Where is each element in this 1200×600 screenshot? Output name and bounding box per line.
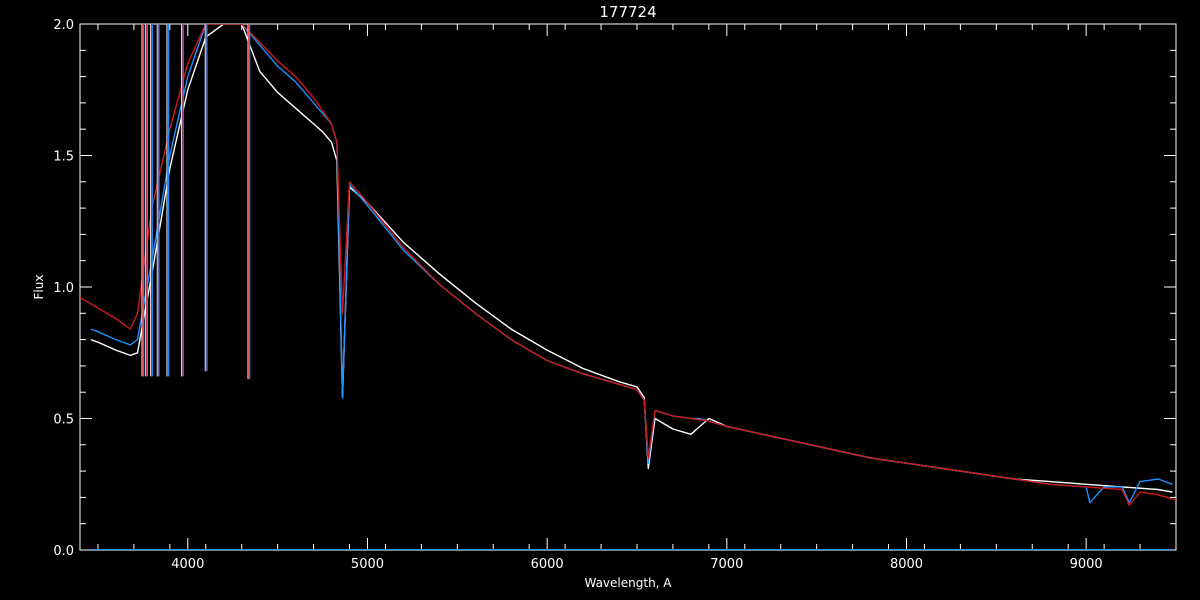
x-tick-label: 7000 [710,557,743,572]
series-line-2 [80,24,1176,506]
y-tick-label: 1.5 [53,150,74,165]
series-group [80,24,1176,550]
x-tick-label: 5000 [351,557,384,572]
y-axis-label: Flux [32,275,46,300]
y-tick-label: 2.0 [53,18,74,33]
y-tick-label: 0.5 [53,413,74,428]
x-axis-label: Wavelength, A [584,576,672,590]
x-tick-label: 6000 [531,557,564,572]
chart-title: 177724 [599,3,656,21]
x-tick-label: 4000 [171,557,204,572]
y-tick-label: 0.0 [53,544,74,559]
x-tick-label: 8000 [890,557,923,572]
axis-ticks: 4000 5000 6000 7000 8000 9000 0.0 0.5 1.0 1.5 2.0 [53,18,1177,572]
x-tick-label: 9000 [1070,557,1103,572]
y-tick-label: 1.0 [53,281,74,296]
series-layer [80,24,1176,550]
